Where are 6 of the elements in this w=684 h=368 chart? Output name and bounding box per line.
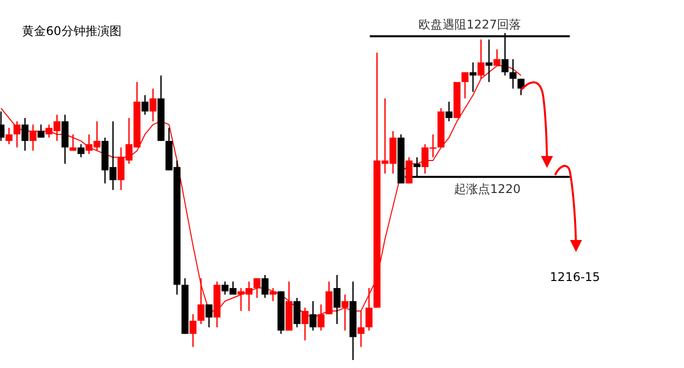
ref-line: 起涨点1220 (405, 176, 570, 196)
ref-line-label: 欧盘遇阻1227回落 (418, 17, 522, 32)
text: 1216-15 (550, 270, 600, 284)
ref-line-label: 起涨点1220 (454, 182, 521, 196)
ref-line: 欧盘遇阻1227回落 (370, 17, 570, 38)
chart-title: 黄金60分钟推演图 (22, 24, 122, 38)
